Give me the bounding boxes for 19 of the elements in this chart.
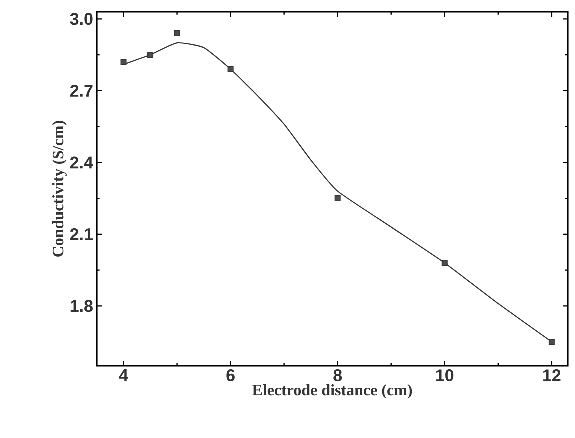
point — [120, 59, 127, 66]
y-tick-label: 1.8 — [70, 300, 93, 312]
x-tick-label: 8 — [334, 370, 342, 382]
x-tick-label: 10 — [436, 370, 454, 382]
x-tick-label: 6 — [226, 370, 235, 382]
point — [442, 260, 448, 266]
point — [228, 66, 234, 72]
point — [148, 52, 154, 58]
x-tick-label: 4 — [119, 370, 128, 382]
point — [334, 196, 341, 202]
point — [548, 339, 555, 346]
y-tick-label: 3.0 — [70, 13, 93, 26]
x-axis-title: Electrode distance (cm) — [252, 384, 412, 399]
y-tick-label: 2.4 — [70, 156, 94, 169]
y-tick-label: 2.1 — [70, 228, 94, 240]
x-tick-label: 12 — [544, 370, 561, 382]
y-tick-label: 2.7 — [70, 84, 93, 97]
point — [174, 30, 180, 37]
y-axis-title: Conductivity (S/cm) — [52, 121, 67, 257]
